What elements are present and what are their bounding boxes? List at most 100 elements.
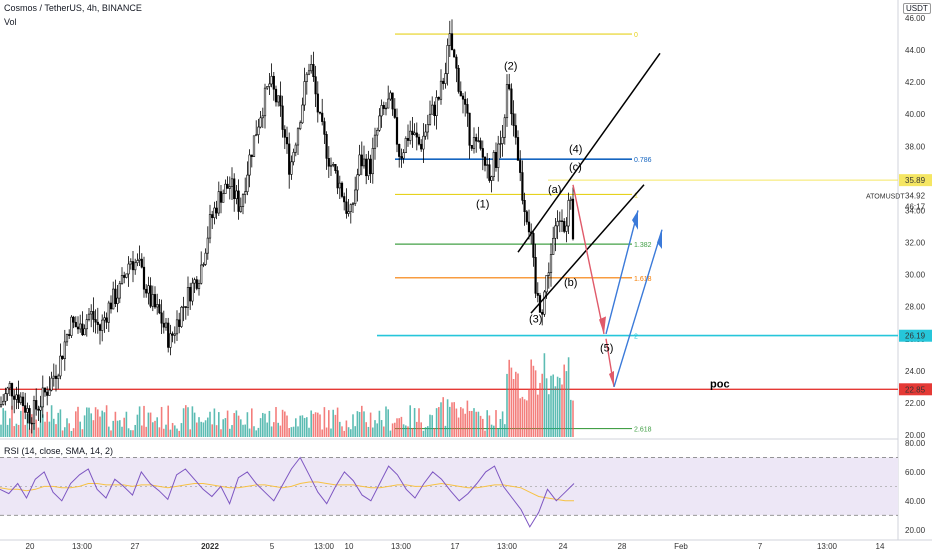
volume-bar bbox=[376, 423, 378, 437]
volume-bar bbox=[226, 410, 229, 437]
volume-bar bbox=[429, 414, 431, 437]
candle-body bbox=[131, 261, 135, 271]
fib-level-label: 2.618 bbox=[634, 427, 652, 434]
candle-body bbox=[409, 130, 412, 141]
volume-bar bbox=[501, 411, 504, 437]
candle-body bbox=[373, 134, 377, 149]
candle-body bbox=[442, 80, 445, 84]
candle-body bbox=[63, 341, 66, 359]
volume-bar bbox=[125, 411, 128, 437]
candle-body bbox=[459, 91, 462, 97]
candle-body bbox=[499, 143, 502, 145]
candle-body bbox=[206, 237, 209, 254]
candle-body bbox=[151, 294, 154, 307]
candle-body bbox=[292, 151, 295, 163]
candle-body bbox=[136, 260, 139, 264]
volume-bar bbox=[99, 416, 101, 437]
volume-bar bbox=[209, 411, 211, 437]
candle-body bbox=[127, 263, 130, 275]
poc-label: poc bbox=[710, 378, 730, 390]
volume-bar bbox=[70, 430, 73, 437]
volume-bar bbox=[119, 420, 121, 437]
volume-bar bbox=[257, 427, 260, 437]
volume-bar bbox=[79, 421, 81, 437]
candle-body bbox=[516, 137, 520, 161]
price-tag: 34.92 bbox=[905, 192, 926, 201]
candle-body bbox=[30, 422, 33, 425]
candle-body bbox=[114, 288, 117, 304]
time-tick-label: 10 bbox=[345, 542, 354, 550]
candle-body bbox=[488, 164, 491, 181]
volume-bar bbox=[90, 413, 92, 437]
candle-body bbox=[534, 257, 537, 294]
candle-body bbox=[503, 117, 506, 138]
volume-bar bbox=[442, 397, 444, 437]
volume-bar bbox=[411, 427, 414, 437]
candle-body bbox=[26, 408, 29, 413]
volume-bar bbox=[134, 424, 136, 437]
volume-bar bbox=[112, 420, 114, 437]
volume-bar bbox=[15, 423, 18, 437]
volume-bar bbox=[158, 427, 161, 437]
candle-body bbox=[17, 394, 20, 403]
time-tick-label: 14 bbox=[876, 542, 885, 550]
candle-body bbox=[215, 207, 218, 214]
volume-bar bbox=[248, 428, 251, 437]
volume-bar bbox=[460, 407, 462, 437]
volume-bar bbox=[466, 400, 469, 437]
candle-body bbox=[334, 164, 337, 171]
candle-body bbox=[35, 400, 38, 410]
currency-badge[interactable]: USDT bbox=[903, 3, 931, 14]
volume-bar bbox=[277, 422, 279, 437]
candle-body bbox=[422, 135, 425, 150]
volume-bar bbox=[138, 406, 141, 437]
candle-body bbox=[510, 88, 513, 115]
candle-body bbox=[406, 138, 410, 141]
candle-body bbox=[259, 117, 262, 128]
volume-bar bbox=[389, 430, 392, 437]
candle-body bbox=[41, 387, 44, 408]
channel-lower-line bbox=[530, 184, 645, 314]
volume-bar bbox=[200, 421, 202, 437]
volume-bar bbox=[182, 408, 185, 437]
candle-body bbox=[475, 137, 478, 142]
candle-body bbox=[134, 262, 137, 271]
volume-bar bbox=[339, 421, 341, 437]
volume-bar bbox=[552, 374, 554, 437]
candle-body bbox=[433, 104, 436, 116]
volume-bar bbox=[554, 386, 557, 437]
candle-body bbox=[178, 319, 181, 327]
volume-bar bbox=[330, 428, 332, 437]
volume-bar bbox=[279, 425, 282, 437]
volume-bar bbox=[204, 420, 207, 437]
volume-bar bbox=[4, 410, 7, 437]
candle-body bbox=[61, 355, 64, 359]
volume-bar bbox=[240, 419, 242, 437]
candle-body bbox=[195, 279, 198, 289]
candle-body bbox=[270, 75, 273, 85]
volume-bar bbox=[233, 413, 235, 437]
candle-body bbox=[76, 326, 80, 330]
candle-body bbox=[98, 324, 102, 331]
candle-body bbox=[426, 124, 429, 133]
candle-body bbox=[404, 138, 407, 153]
candle-body bbox=[257, 126, 260, 135]
candle-body bbox=[376, 130, 379, 136]
volume-bar bbox=[152, 422, 154, 437]
candle-body bbox=[182, 306, 185, 308]
rsi-tick-label: 60.00 bbox=[905, 468, 926, 477]
volume-bar bbox=[290, 427, 293, 437]
volume-bar bbox=[504, 424, 506, 437]
candle-body bbox=[356, 174, 359, 191]
candle-body bbox=[439, 80, 443, 100]
candle-body bbox=[448, 33, 451, 46]
time-tick-label: 20 bbox=[26, 542, 35, 550]
volume-bar bbox=[37, 427, 40, 437]
price-tick-label: 38.00 bbox=[905, 142, 926, 151]
volume-bar bbox=[295, 418, 297, 437]
volume-bar bbox=[385, 406, 387, 437]
volume-bar bbox=[143, 405, 145, 437]
candle-body bbox=[48, 389, 51, 396]
elliott-wave-label: (4) bbox=[569, 144, 582, 156]
subwave-label: (c) bbox=[569, 161, 582, 173]
